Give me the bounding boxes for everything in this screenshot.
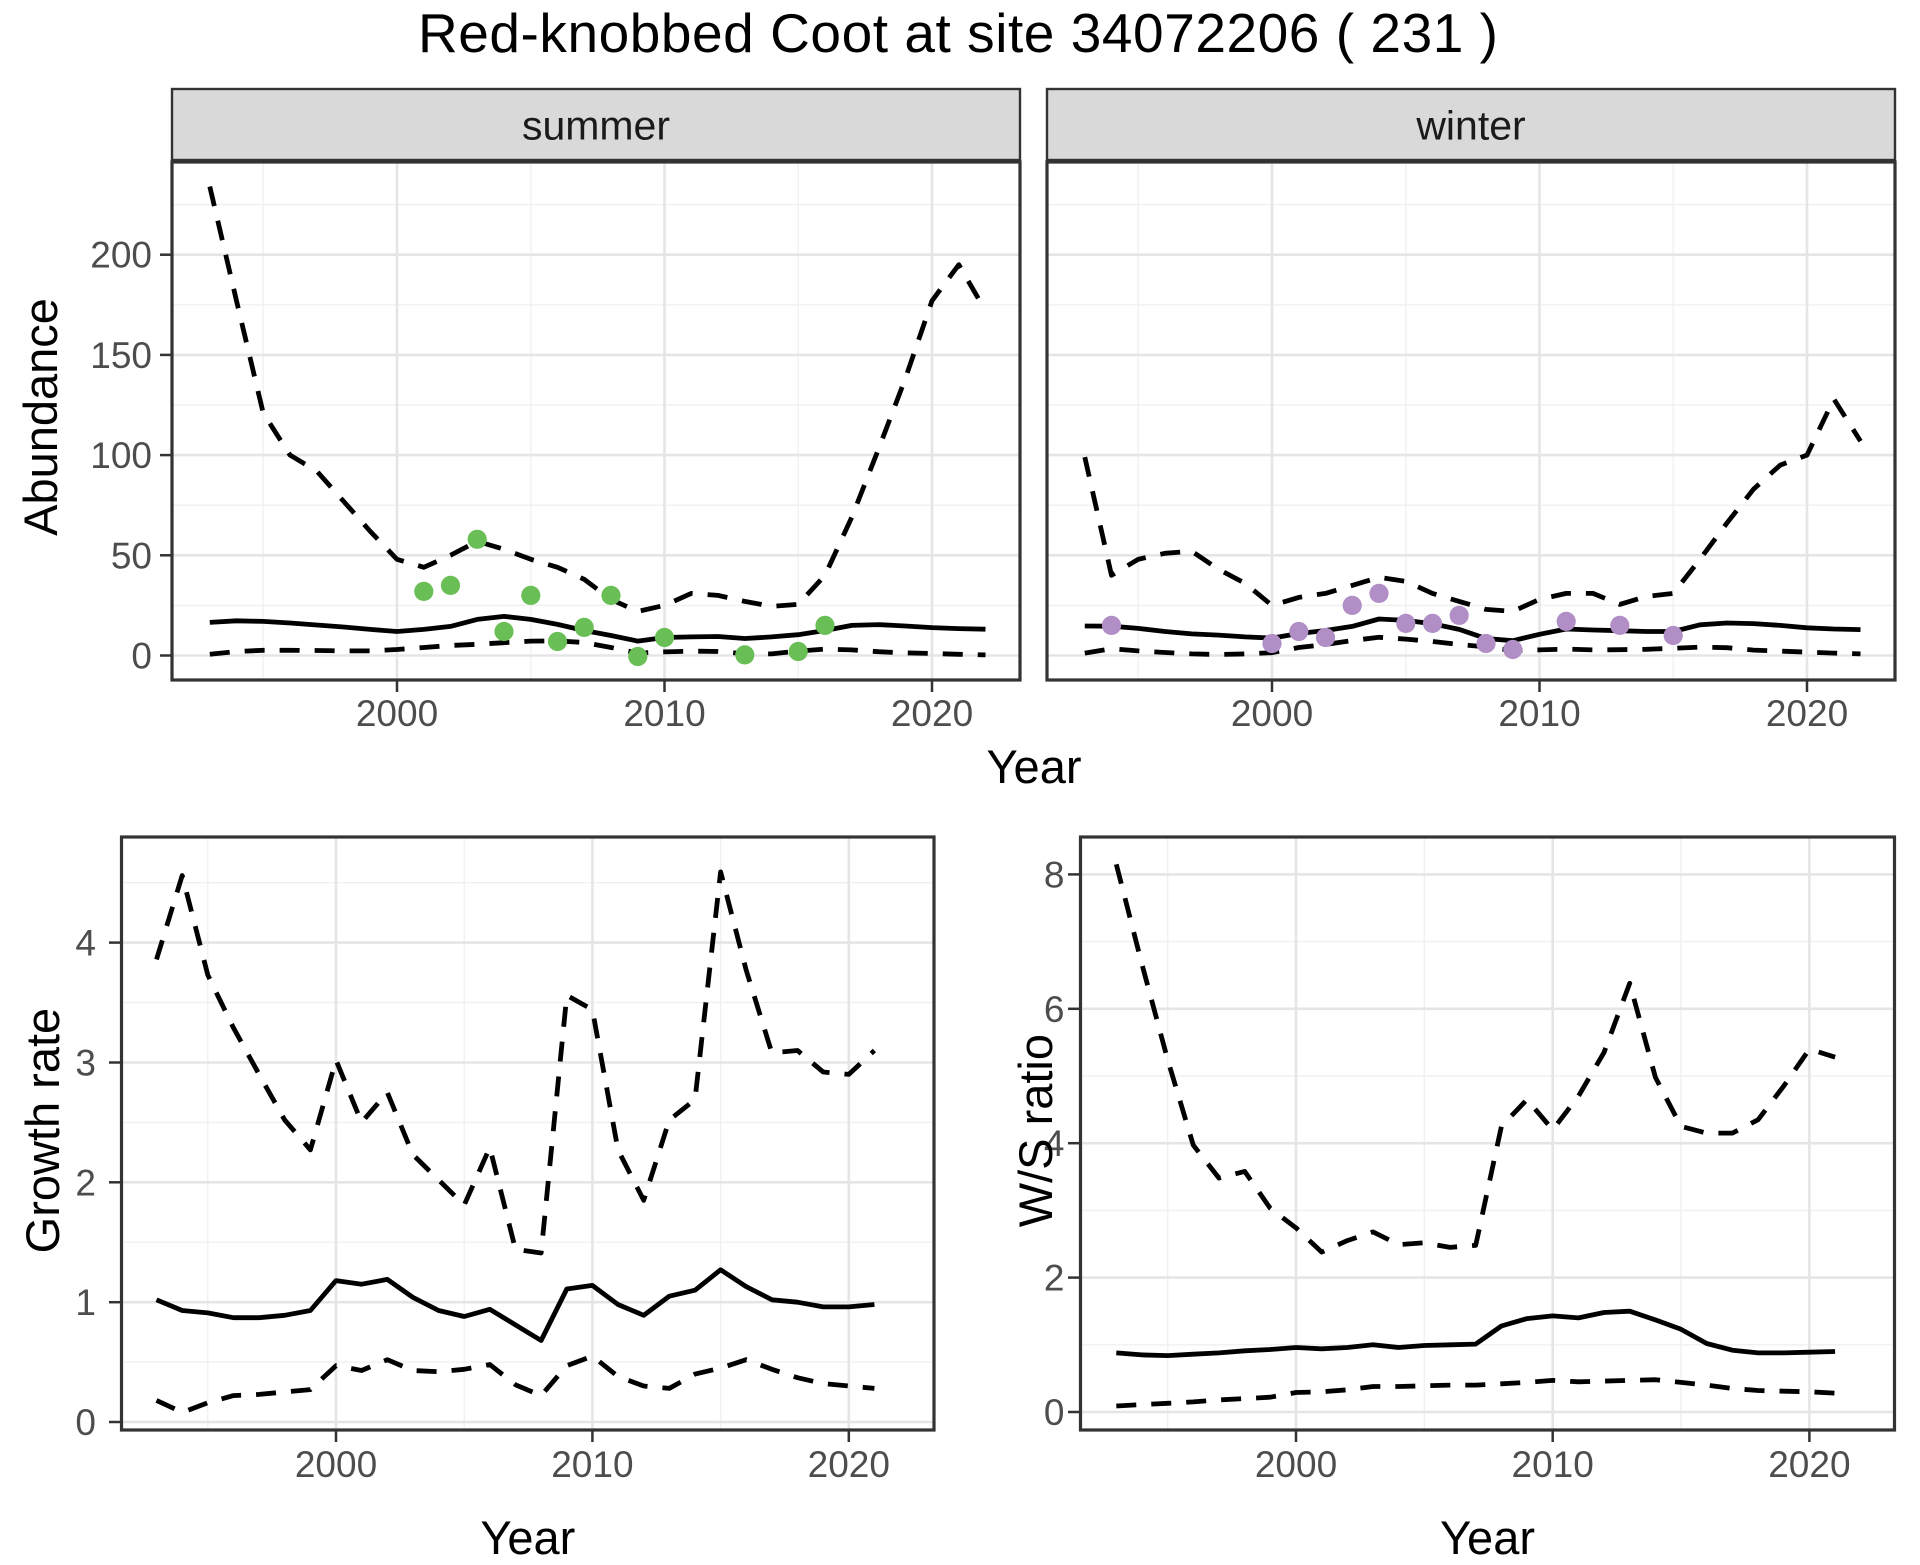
svg-text:Year: Year — [1440, 1511, 1535, 1560]
svg-text:200: 200 — [90, 235, 152, 276]
svg-text:2010: 2010 — [1498, 693, 1580, 734]
svg-text:2010: 2010 — [551, 1444, 633, 1485]
svg-text:2000: 2000 — [295, 1444, 377, 1485]
svg-text:0: 0 — [75, 1402, 96, 1443]
svg-text:2: 2 — [1044, 1258, 1065, 1299]
svg-text:summer: summer — [522, 103, 670, 149]
svg-text:0: 0 — [131, 636, 152, 677]
svg-text:Growth rate: Growth rate — [16, 1008, 69, 1254]
svg-text:4: 4 — [1044, 1123, 1065, 1164]
svg-text:50: 50 — [111, 535, 152, 576]
svg-text:2020: 2020 — [808, 1444, 890, 1485]
svg-text:2020: 2020 — [1766, 693, 1848, 734]
svg-text:3: 3 — [75, 1043, 96, 1084]
svg-text:150: 150 — [90, 335, 152, 376]
svg-text:2000: 2000 — [1255, 1444, 1337, 1485]
svg-text:2020: 2020 — [1768, 1444, 1850, 1485]
svg-text:2020: 2020 — [891, 693, 973, 734]
svg-text:0: 0 — [1044, 1392, 1065, 1433]
svg-text:2010: 2010 — [1512, 1444, 1594, 1485]
svg-text:Year: Year — [480, 1511, 575, 1560]
svg-text:4: 4 — [75, 923, 96, 964]
svg-text:winter: winter — [1415, 103, 1525, 149]
svg-text:Year: Year — [987, 740, 1082, 793]
svg-text:Red-knobbed Coot at site 34072: Red-knobbed Coot at site 34072206 ( 231 … — [418, 2, 1498, 64]
svg-text:Abundance: Abundance — [14, 298, 67, 536]
svg-text:2000: 2000 — [1231, 693, 1313, 734]
svg-text:2: 2 — [75, 1162, 96, 1203]
svg-text:8: 8 — [1044, 854, 1065, 895]
svg-text:6: 6 — [1044, 989, 1065, 1030]
svg-text:2000: 2000 — [356, 693, 438, 734]
svg-text:2010: 2010 — [623, 693, 705, 734]
svg-text:W/S ratio: W/S ratio — [1009, 1034, 1062, 1227]
svg-text:1: 1 — [75, 1282, 96, 1323]
svg-text:100: 100 — [90, 435, 152, 476]
